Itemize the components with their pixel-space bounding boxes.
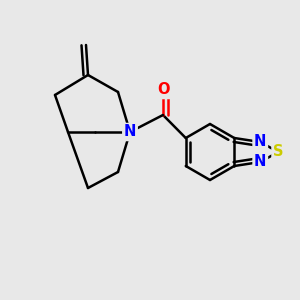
Text: O: O (157, 82, 169, 98)
Text: S: S (273, 145, 284, 160)
Text: N: N (254, 154, 266, 169)
Text: N: N (124, 124, 136, 140)
Text: N: N (254, 134, 266, 149)
